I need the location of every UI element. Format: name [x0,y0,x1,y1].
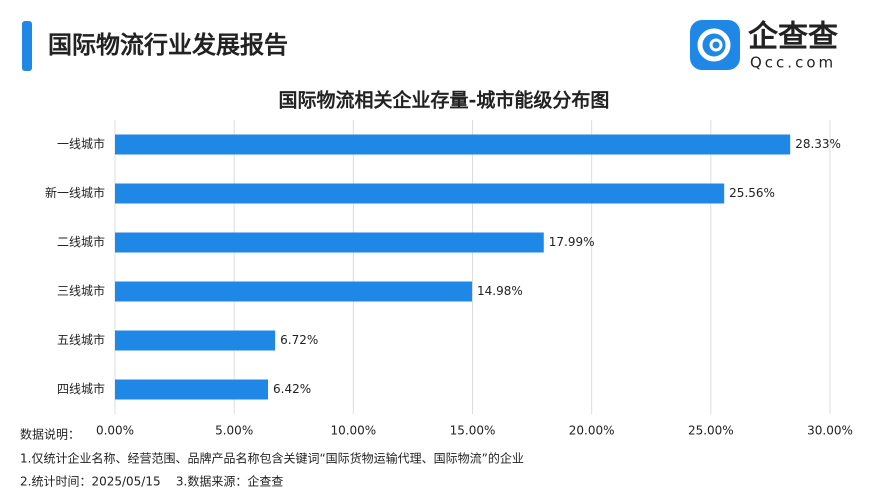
note: 1.仅统计企业名称、经营范围、品牌产品名称包含关键词“国际货物运输代理、国际物流… [20,451,524,466]
logo-subtext: Qcc.com [750,54,836,72]
chart-title: 国际物流相关企业存量-城市能级分布图 [279,89,610,112]
value-label: 14.98% [477,284,523,298]
notes-heading: 数据说明： [20,427,80,442]
x-tick-label: 0.00% [96,424,134,438]
bar [115,330,276,351]
x-tick-label: 5.00% [215,424,253,438]
bar [115,134,791,155]
x-tick-label: 25.00% [688,424,734,438]
bar [115,183,725,204]
y-tick-label: 三线城市 [57,283,105,298]
value-label: 25.56% [729,186,775,200]
y-tick-label: 五线城市 [57,332,105,347]
x-tick-label: 20.00% [569,424,615,438]
plot: 0.00% 5.00% 10.00% 15.00% 20.00% 25.00% 30.00%… [45,120,853,438]
value-label: 17.99% [549,235,595,249]
value-label: 6.72% [280,333,318,347]
value-label: 6.42% [273,382,311,396]
x-tick-label: 30.00% [807,424,853,438]
y-tick-label: 四线城市 [57,381,105,396]
logo-icon-dot [709,38,723,52]
bar [115,281,473,302]
bar [115,379,269,400]
logo-icon [690,20,740,70]
logo-icon-ring [697,28,731,62]
y-tick-label: 新一线城市 [45,185,105,200]
note: 2.统计时间：2025/05/15 3.数据来源：企查查 [20,474,283,489]
value-label: 28.33% [795,137,841,151]
y-tick-label: 一线城市 [57,136,105,151]
x-tick-label: 15.00% [450,424,496,438]
header-title: 国际物流行业发展报告 [48,31,288,59]
header-accent [22,21,32,71]
logo: 企查查 Qcc.com [690,20,838,72]
bar [115,232,544,253]
x-tick-label: 10.00% [330,424,376,438]
logo-text: 企查查 [748,20,838,55]
y-tick-label: 二线城市 [57,234,105,249]
